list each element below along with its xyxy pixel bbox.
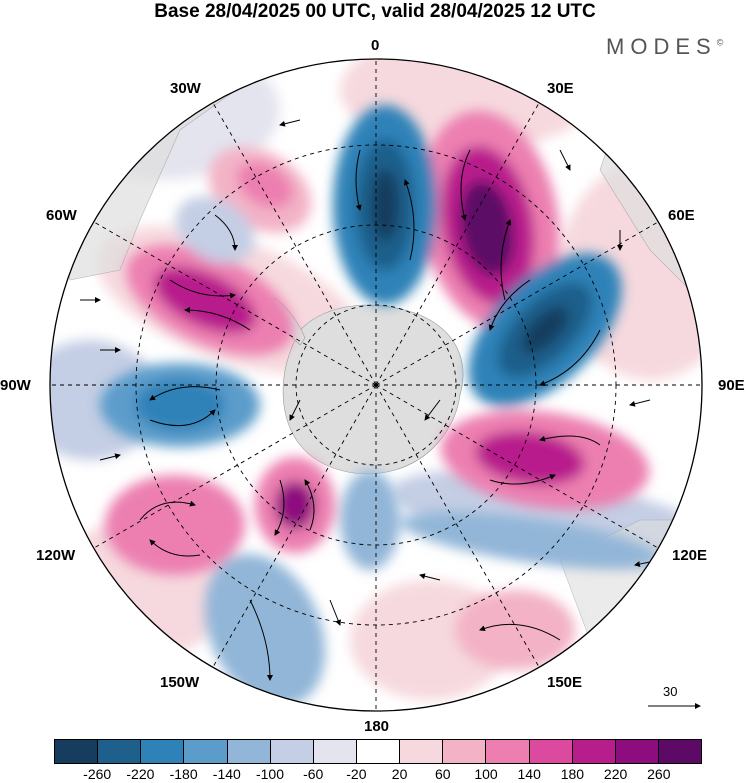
lon-label-60e: 60E <box>668 207 695 224</box>
colorbar-swatch <box>486 740 530 763</box>
colorbar-tick-label: 180 <box>560 766 585 782</box>
colorbar-swatch <box>356 740 401 763</box>
lon-label-30w: 30W <box>170 80 201 97</box>
brand-logo: MODES© <box>606 34 723 60</box>
lon-label-150w: 150W <box>160 674 200 691</box>
colorbar-swatch <box>227 740 271 763</box>
colorbar-tick-label: -140 <box>212 766 241 782</box>
colorbar-swatch <box>572 740 616 763</box>
colorbar-swatch <box>270 740 314 763</box>
colorbar-tick-label: 220 <box>603 766 628 782</box>
colorbar-tick-label: -60 <box>303 766 324 782</box>
colorbar-swatch <box>313 740 357 763</box>
lon-label-30e: 30E <box>547 80 574 97</box>
colorbar-tick-label: -100 <box>255 766 285 782</box>
map-title: Base 28/04/2025 00 UTC, valid 28/04/2025… <box>154 1 596 22</box>
lon-label-90e: 90E <box>718 377 745 394</box>
lon-label-150e: 150E <box>547 674 583 691</box>
parallel-circles <box>135 144 617 626</box>
brand-mark: © <box>716 37 724 48</box>
colorbar-tick-label: -260 <box>83 766 112 782</box>
colorbar-tick-label: 20 <box>391 766 408 782</box>
lon-label-60w: 60W <box>46 207 77 224</box>
colorbar-swatch <box>55 740 99 763</box>
reference-vector-label: 30 <box>663 684 678 699</box>
wind-vectors <box>80 119 661 681</box>
lon-label-0: 0 <box>371 37 380 54</box>
colorbar-swatch <box>184 740 228 763</box>
colorbar-swatch <box>658 740 702 763</box>
colorbar-tick-label: -180 <box>169 766 198 782</box>
colorbar-tick-label: 60 <box>435 766 451 782</box>
map-boundary <box>49 58 703 712</box>
colorbar-tick-label: 260 <box>647 766 671 782</box>
colorbar-tick-label: 100 <box>474 766 498 782</box>
brand-name: MODES <box>606 34 717 59</box>
colorbar-swatch <box>615 740 659 763</box>
lon-label-180: 180 <box>364 718 390 735</box>
colorbar-swatch <box>141 740 185 763</box>
colorbar <box>54 739 702 764</box>
colorbar-swatch <box>98 740 142 763</box>
colorbar-swatch <box>443 740 487 763</box>
lon-label-120w: 120W <box>36 547 76 564</box>
colorbar-swatch <box>529 740 573 763</box>
colorbar-tick-label: -220 <box>126 766 155 782</box>
meridian-lines <box>50 59 702 711</box>
anomaly-field <box>50 59 702 711</box>
colorbar-tick-label: -20 <box>346 766 367 782</box>
lon-label-90w: 90W <box>0 377 31 394</box>
colorbar-tick-label: 140 <box>517 766 541 782</box>
colorbar-swatch <box>400 740 444 763</box>
lon-label-120e: 120E <box>672 547 708 564</box>
